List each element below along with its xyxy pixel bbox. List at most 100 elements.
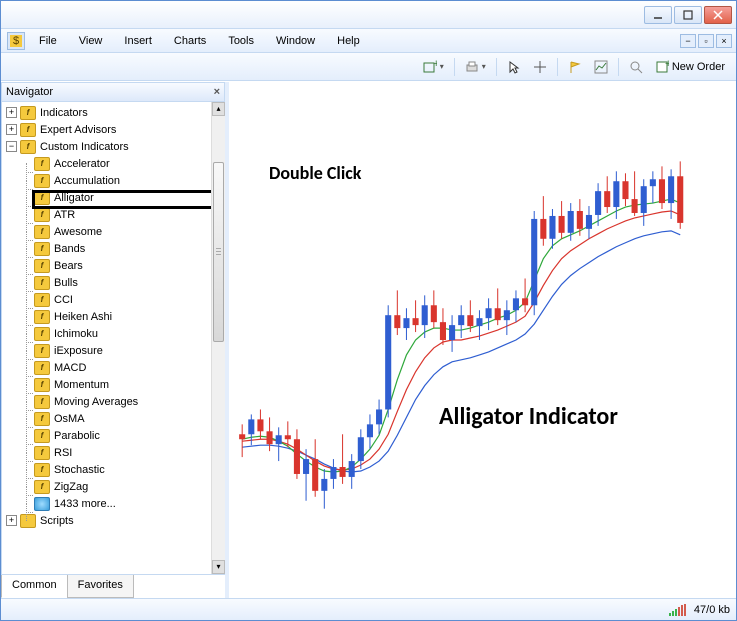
candle-body (294, 439, 300, 474)
toolbar-search-button[interactable] (624, 57, 648, 77)
tab-common[interactable]: Common (1, 575, 68, 598)
titlebar (1, 1, 736, 29)
tree-item-parabolic[interactable]: fParabolic (2, 427, 211, 444)
app-window: $ File View Insert Charts Tools Window H… (0, 0, 737, 621)
tree-item-cci[interactable]: fCCI (2, 291, 211, 308)
menu-file[interactable]: File (31, 32, 65, 50)
connection-icon (669, 604, 686, 616)
mdi-minimize-button[interactable]: − (680, 34, 696, 48)
candle-body (321, 479, 327, 491)
candle-body (367, 424, 373, 437)
tree-item-label: Expert Advisors (40, 124, 116, 136)
tree-item-rsi[interactable]: fRSI (2, 444, 211, 461)
tree-item-label: Bulls (54, 277, 78, 289)
scroll-up-button[interactable]: ▴ (212, 102, 225, 116)
tree-item-stochastic[interactable]: f Stochastic (2, 461, 211, 478)
tree-item-momentum[interactable]: fMomentum (2, 376, 211, 393)
candle-body (403, 318, 409, 328)
tree-item-zigzag[interactable]: fZigZag (2, 478, 211, 495)
candle-body (248, 419, 254, 434)
candle-body (595, 191, 601, 215)
folder-icon: f (20, 140, 36, 154)
indicator-icon: f (34, 242, 50, 256)
chart-area[interactable]: Double Click Alligator Indicator (229, 82, 736, 598)
candle-body (522, 298, 528, 305)
tree-item-label: Scripts (40, 515, 74, 527)
indicator-icon: f (34, 310, 50, 324)
scroll-down-button[interactable]: ▾ (212, 560, 225, 574)
candle-body (303, 459, 309, 474)
tree-item-bears[interactable]: fBears (2, 257, 211, 274)
menu-view[interactable]: View (71, 32, 111, 50)
expand-icon[interactable]: + (6, 515, 17, 526)
menubar: $ File View Insert Charts Tools Window H… (1, 29, 736, 53)
tree-item-bulls[interactable]: f Bulls (2, 274, 211, 291)
expand-icon[interactable]: + (6, 107, 17, 118)
candle-body (641, 186, 647, 213)
menu-window[interactable]: Window (268, 32, 323, 50)
candle-body (531, 219, 537, 305)
close-button[interactable] (704, 6, 732, 24)
tree-item-ichimoku[interactable]: fIchimoku (2, 325, 211, 342)
tree-item-alligator[interactable]: fAlligator (2, 189, 211, 206)
navigator-tabs: Common Favorites (1, 574, 225, 598)
indicator-icon: f (34, 276, 50, 290)
tree-item-atr[interactable]: fATR (2, 206, 211, 223)
tree-item-macd[interactable]: fMACD (2, 359, 211, 376)
indicator-icon: f (34, 463, 50, 477)
toolbar-flag-button[interactable] (563, 57, 587, 77)
candle-body (650, 179, 656, 186)
tree-item-osma[interactable]: fOsMA (2, 410, 211, 427)
candle-body (577, 211, 583, 229)
candle-body (340, 467, 346, 477)
indicator-icon: f (34, 157, 50, 171)
toolbar-crosshair-button[interactable] (528, 57, 552, 77)
navigator-close-icon[interactable]: × (214, 86, 220, 98)
scroll-thumb[interactable] (213, 162, 224, 342)
toolbar: +▾ ▾ +New Order (1, 53, 736, 81)
folder-icon: f (20, 106, 36, 120)
candle-body (449, 325, 455, 340)
toolbar-print-button[interactable]: ▾ (460, 57, 491, 77)
tree-custom-indicators[interactable]: −fCustom Indicators (2, 138, 211, 155)
candle-body (358, 437, 364, 461)
expand-icon[interactable]: − (6, 141, 17, 152)
candle-body (276, 435, 282, 444)
tree-item-bands[interactable]: fBands (2, 240, 211, 257)
navigator-scrollbar[interactable]: ▴ ▾ (211, 102, 225, 574)
tree-item-heiken-ashi[interactable]: fHeiken Ashi (2, 308, 211, 325)
menu-charts[interactable]: Charts (166, 32, 214, 50)
toolbar-chartwin-button[interactable] (589, 57, 613, 77)
menu-help[interactable]: Help (329, 32, 368, 50)
tree-item-accelerator[interactable]: fAccelerator (2, 155, 211, 172)
mdi-restore-button[interactable]: ▫ (698, 34, 714, 48)
tree-item-label: Parabolic (54, 430, 100, 442)
menu-tools[interactable]: Tools (220, 32, 262, 50)
candle-body (622, 181, 628, 199)
navigator-tree: +fIndicators+fExpert Advisors−fCustom In… (1, 102, 225, 574)
tree-item-awesome[interactable]: fAwesome (2, 223, 211, 240)
tree-item-moving-averages[interactable]: fMoving Averages (2, 393, 211, 410)
expand-icon[interactable]: + (6, 124, 17, 135)
toolbar-neworder-button[interactable]: +New Order (650, 57, 730, 77)
mdi-close-button[interactable]: × (716, 34, 732, 48)
svg-text:+: + (665, 60, 669, 70)
candle-body (495, 308, 501, 320)
minimize-button[interactable] (644, 6, 672, 24)
tab-favorites[interactable]: Favorites (67, 575, 134, 598)
tree-item-iexposure[interactable]: fiExposure (2, 342, 211, 359)
tree-item-label: ATR (54, 209, 75, 221)
maximize-button[interactable] (674, 6, 702, 24)
indicator-icon: f (34, 259, 50, 273)
indicator-icon: f (34, 293, 50, 307)
tree-item-more[interactable]: 1433 more... (2, 495, 211, 512)
tree-indicators[interactable]: +fIndicators (2, 104, 211, 121)
tree-item-accumulation[interactable]: fAccumulation (2, 172, 211, 189)
tree-item-label: Stochastic (54, 464, 105, 476)
menu-insert[interactable]: Insert (116, 32, 160, 50)
toolbar-cursor-button[interactable] (502, 57, 526, 77)
tree-expert-advisors[interactable]: +fExpert Advisors (2, 121, 211, 138)
toolbar-add-button[interactable]: +▾ (418, 57, 449, 77)
tree-scripts[interactable]: + Scripts (2, 512, 211, 529)
candle-body (504, 310, 510, 320)
